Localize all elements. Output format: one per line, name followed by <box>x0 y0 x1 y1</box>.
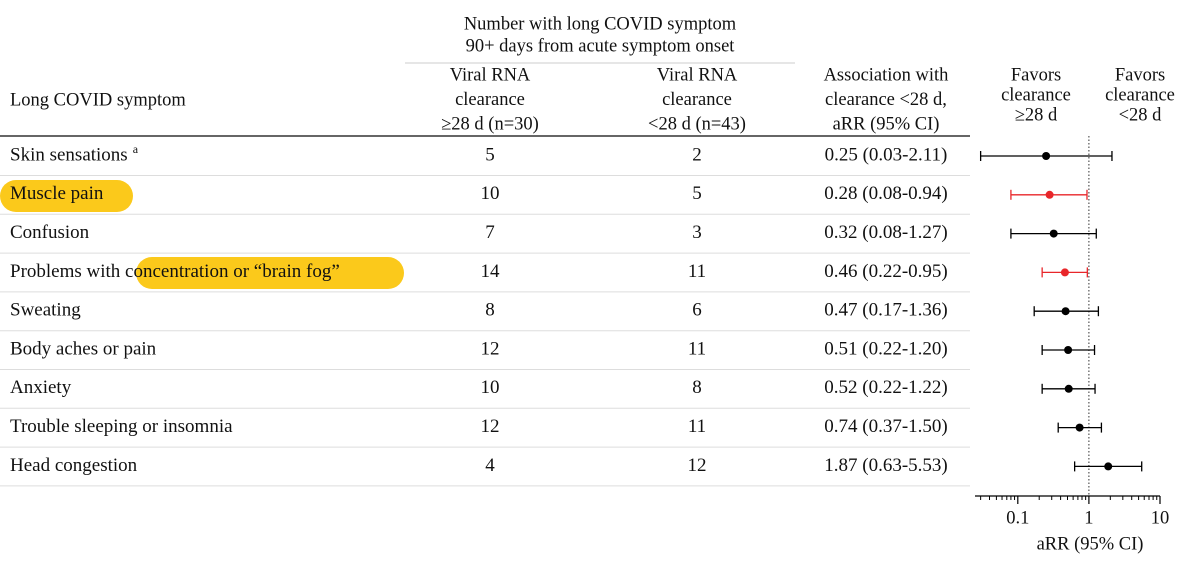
x-tick-label: 1 <box>1084 508 1093 528</box>
cell: 12 <box>481 338 500 359</box>
cell: 0.52 (0.22-1.22) <box>824 377 947 398</box>
cell: 0.28 (0.08-0.94) <box>824 183 947 204</box>
point <box>1104 462 1113 471</box>
cell: 8 <box>485 300 495 321</box>
point <box>1045 190 1054 199</box>
group-header: Number with long COVID symptom <box>464 14 737 34</box>
row-label: Sweating <box>10 300 81 321</box>
favors-label: Favors <box>1115 65 1165 85</box>
cell: 14 <box>481 261 501 282</box>
point <box>1061 307 1070 316</box>
favors-label: clearance <box>1105 85 1175 105</box>
column-header: clearance <28 d, <box>825 90 947 110</box>
row-label: Muscle pain <box>10 183 104 204</box>
favors-label: ≥28 d <box>1015 105 1058 125</box>
cell: 6 <box>692 300 702 321</box>
cell: 0.32 (0.08-1.27) <box>824 222 947 243</box>
column-header: ≥28 d (n=30) <box>441 114 539 134</box>
footnote-mark: a <box>133 142 139 156</box>
highlight <box>0 180 133 212</box>
cell: 12 <box>481 416 500 437</box>
cell: 2 <box>692 144 702 165</box>
column-header: Long COVID symptom <box>10 90 186 110</box>
point <box>1042 152 1051 160</box>
cell: 5 <box>485 144 495 165</box>
cell: 10 <box>481 377 500 398</box>
cell: 0.47 (0.17-1.36) <box>824 300 947 321</box>
favors-label: <28 d <box>1119 105 1163 125</box>
favors-label: clearance <box>1001 85 1071 105</box>
point <box>1049 229 1058 238</box>
x-axis-label: aRR (95% CI) <box>1037 534 1144 554</box>
cell: 10 <box>481 183 500 204</box>
point <box>1075 423 1084 432</box>
cell: 11 <box>688 261 706 282</box>
column-header: clearance <box>662 90 732 110</box>
cell: 12 <box>688 455 707 476</box>
point <box>1064 346 1073 354</box>
cell: 5 <box>692 183 702 204</box>
row-label: Anxiety <box>10 377 72 398</box>
point <box>1064 384 1073 393</box>
cell: 8 <box>692 377 702 398</box>
cell: 11 <box>688 338 706 359</box>
cell: 11 <box>688 416 706 437</box>
row-label: Confusion <box>10 222 90 243</box>
highlight <box>136 257 404 289</box>
favors-label: Favors <box>1011 65 1061 85</box>
column-header: <28 d (n=43) <box>648 114 746 134</box>
column-header: Association with <box>824 65 949 85</box>
cell: 3 <box>692 222 702 243</box>
cell: 4 <box>485 455 495 476</box>
column-header: aRR (95% CI) <box>833 114 940 134</box>
column-header: clearance <box>455 90 525 110</box>
x-tick-label: 10 <box>1151 508 1170 528</box>
cell: 0.51 (0.22-1.20) <box>824 338 947 359</box>
row-label: Skin sensations <box>10 144 128 165</box>
cell: 0.25 (0.03-2.11) <box>825 144 948 165</box>
point <box>1060 268 1069 277</box>
cell: 0.74 (0.37-1.50) <box>824 416 947 437</box>
row-label: Trouble sleeping or insomnia <box>10 416 233 437</box>
column-header: Viral RNA <box>450 65 531 85</box>
group-header: 90+ days from acute symptom onset <box>466 36 736 56</box>
x-tick-label: 0.1 <box>1006 508 1029 528</box>
row-label: Body aches or pain <box>10 338 157 359</box>
row-label: Head congestion <box>10 455 138 476</box>
cell: 0.46 (0.22-0.95) <box>824 261 947 282</box>
column-header: Viral RNA <box>657 65 738 85</box>
row-label: Problems with concentration or “brain fo… <box>10 261 340 282</box>
cell: 1.87 (0.63-5.53) <box>824 455 947 476</box>
cell: 7 <box>485 222 495 243</box>
